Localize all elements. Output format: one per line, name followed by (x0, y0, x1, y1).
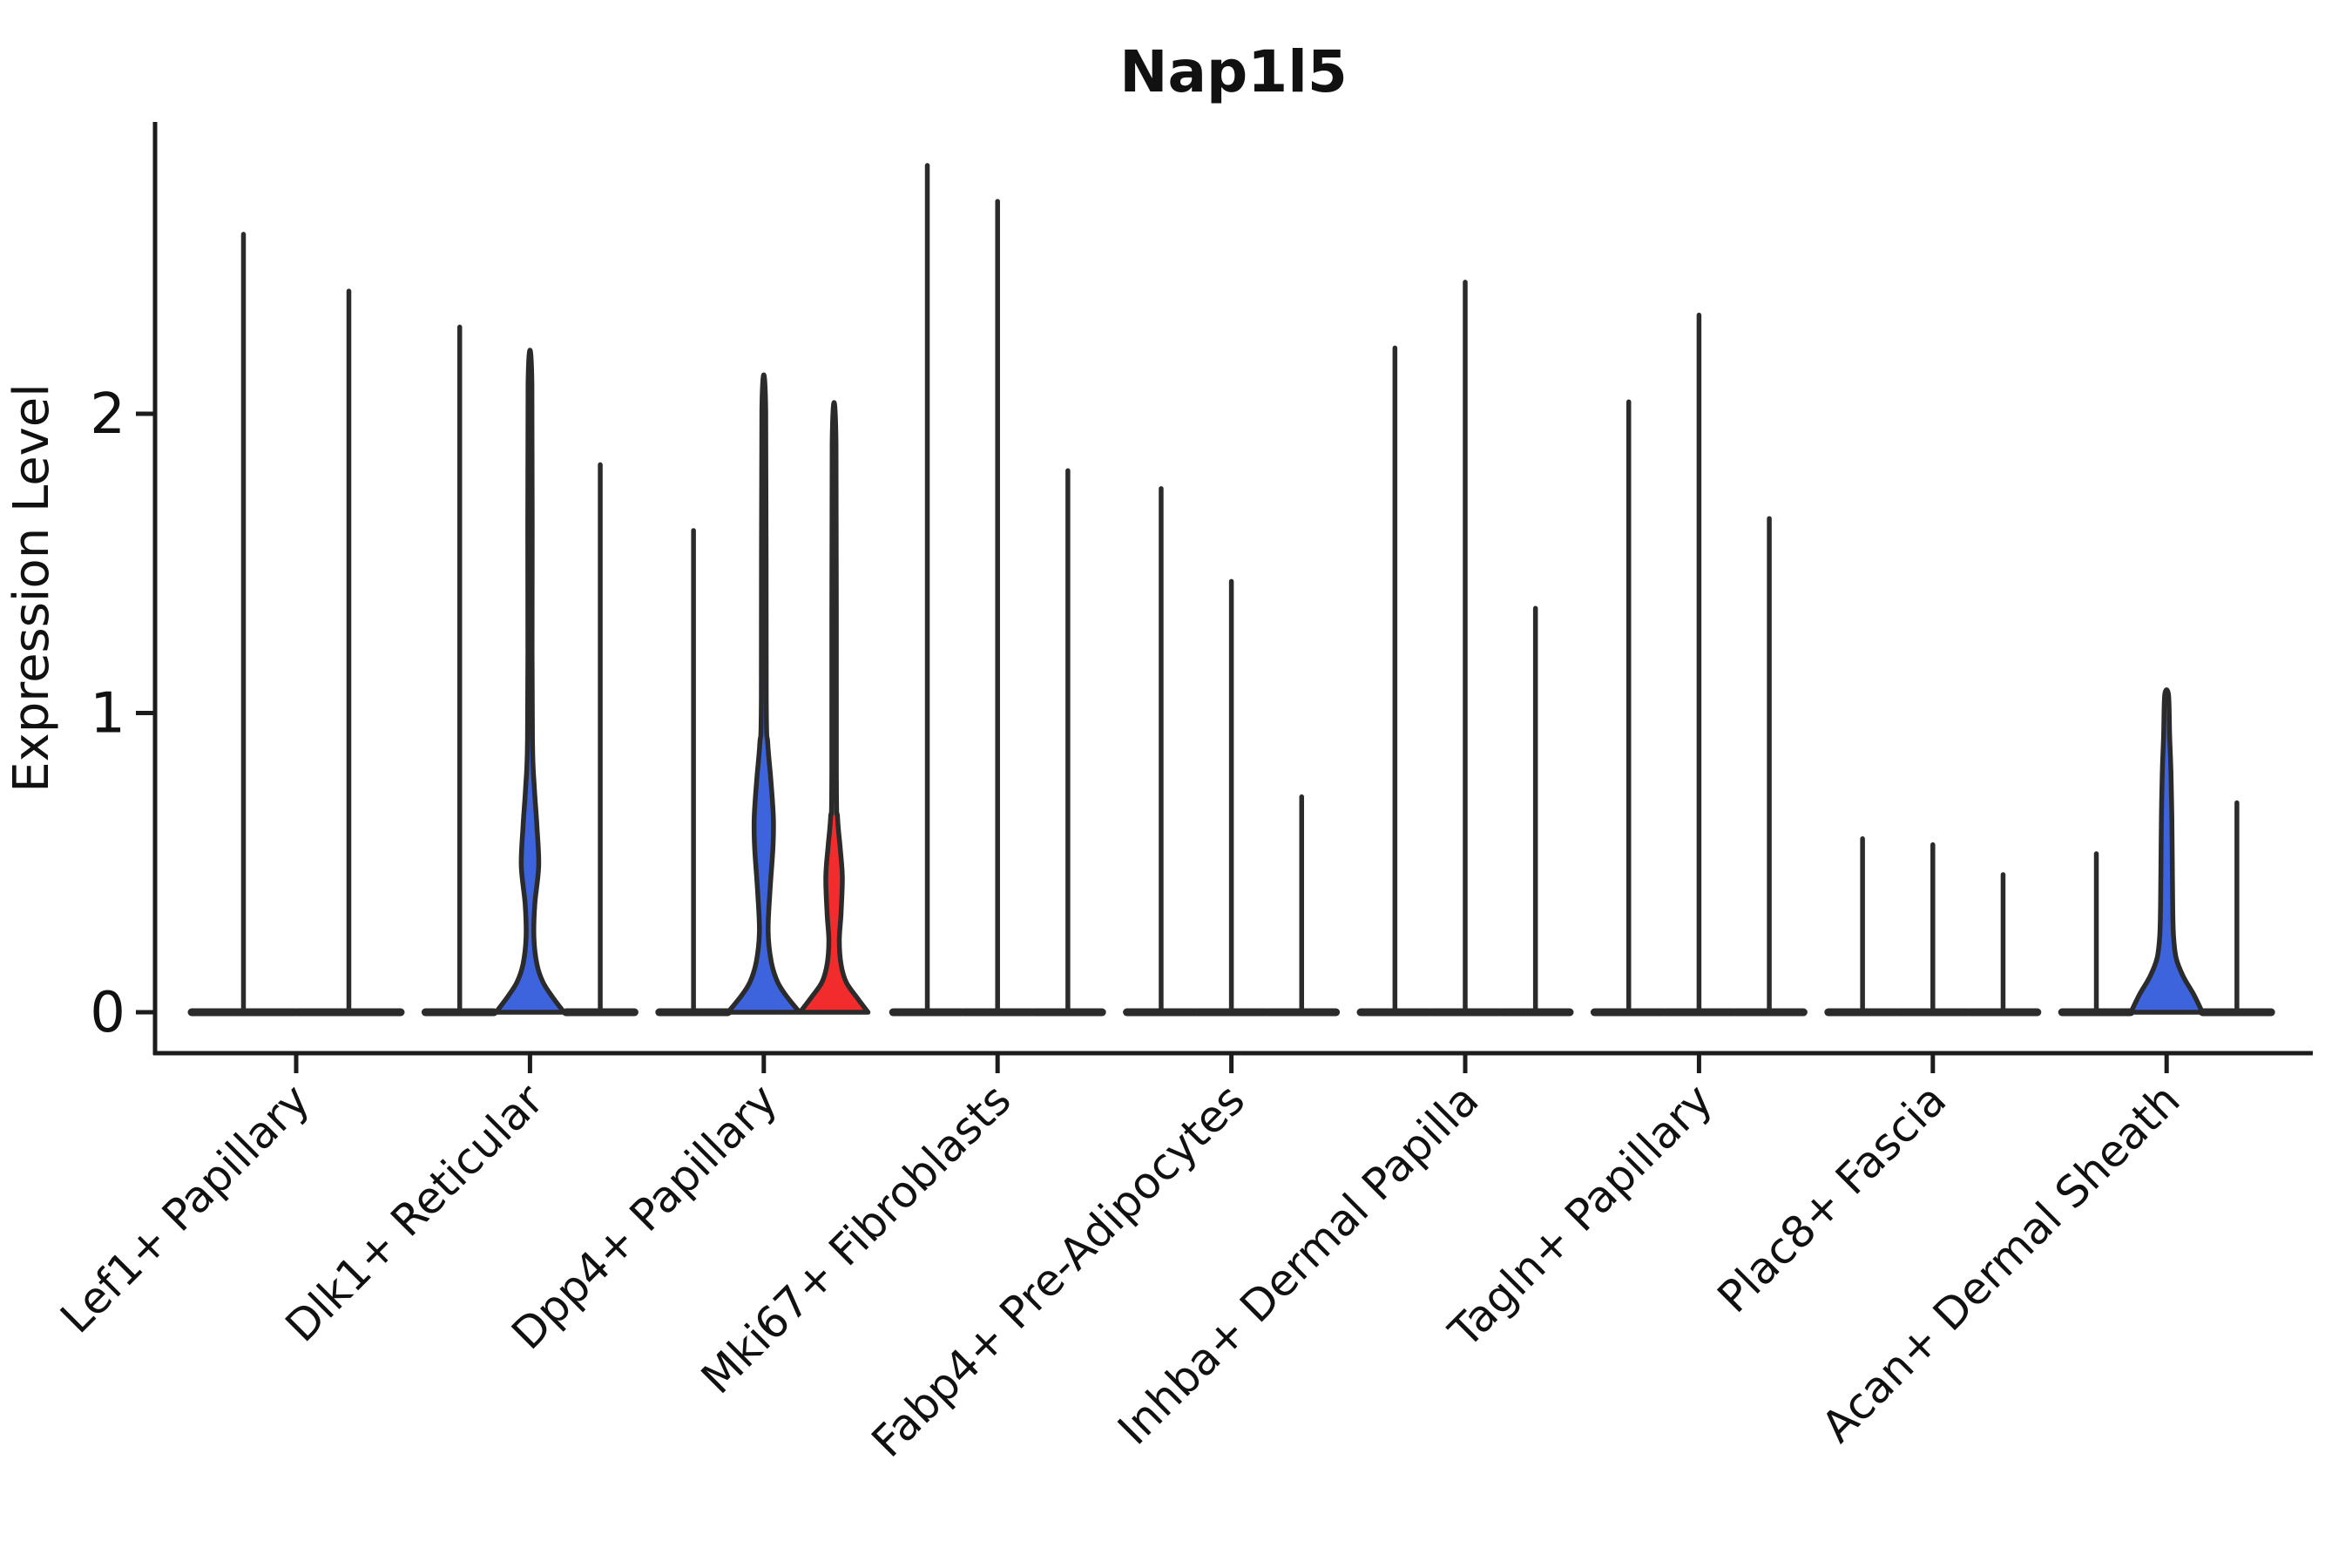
chart-title: Nap1l5 (1119, 38, 1348, 105)
y-axis-label: Expression Level (3, 383, 60, 793)
x-tick-label: Plac8+ Fascia (1708, 1074, 1957, 1322)
violin-blue (493, 348, 567, 1015)
violin-blue (2128, 687, 2205, 1015)
violin-blue (726, 372, 802, 1015)
x-tick-label: Dlk1+ Reticular (276, 1074, 553, 1351)
violin-red (797, 400, 871, 1015)
x-tick-label: Lef1+ Papillary (51, 1074, 319, 1342)
y-tick-label: 2 (90, 382, 125, 447)
x-tick-label: Fabp4+ Pre-Adipocytes (862, 1074, 1255, 1467)
y-tick-label: 1 (90, 682, 125, 747)
y-tick-label: 0 (90, 981, 125, 1045)
